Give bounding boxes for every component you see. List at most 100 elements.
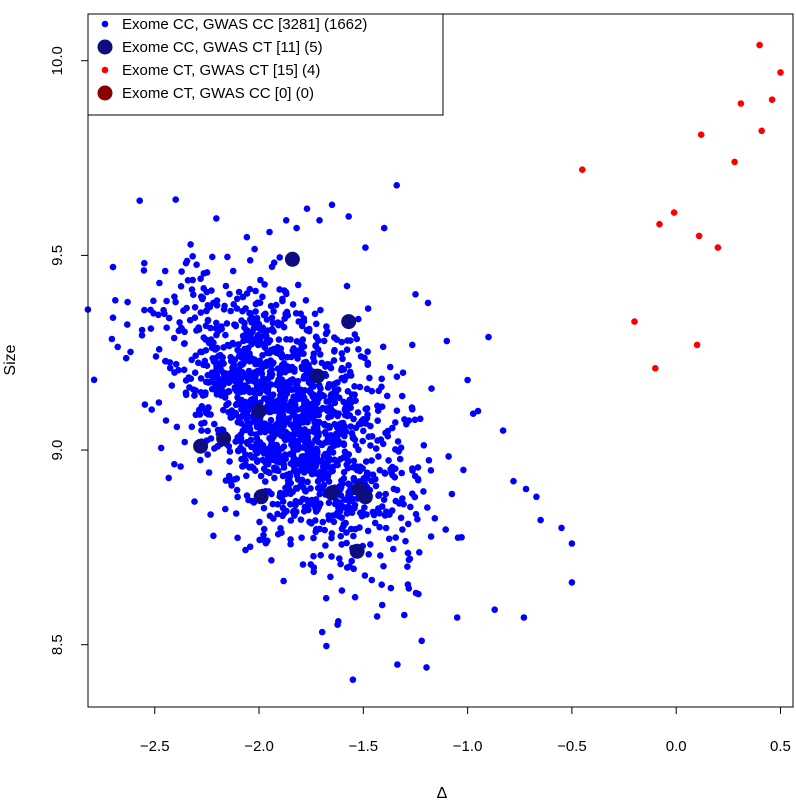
data-point-series-0 <box>322 542 329 549</box>
data-point-series-2 <box>777 69 784 76</box>
data-point-series-0 <box>343 564 351 571</box>
data-point-series-0 <box>338 364 346 372</box>
data-point-series-0 <box>141 306 148 314</box>
data-point-series-0 <box>201 357 209 365</box>
data-point-series-0 <box>307 485 314 492</box>
data-point-series-0 <box>231 384 239 391</box>
data-point-series-0 <box>292 442 299 450</box>
data-point-series-0 <box>220 344 227 351</box>
data-point-series-0 <box>342 373 350 380</box>
data-point-series-0 <box>411 493 419 501</box>
data-point-series-0 <box>460 466 467 474</box>
data-point-series-0 <box>338 587 346 594</box>
data-point-series-2 <box>758 127 765 135</box>
data-point-series-0 <box>297 516 305 523</box>
data-point-series-0 <box>365 551 373 558</box>
data-point-series-0 <box>239 463 246 470</box>
data-point-series-0 <box>336 555 343 562</box>
data-point-series-0 <box>193 261 200 269</box>
data-point-series-0 <box>325 499 333 507</box>
data-point-series-0 <box>332 511 340 519</box>
data-point-series-0 <box>322 363 329 370</box>
data-point-series-0 <box>283 308 291 316</box>
data-point-series-0 <box>364 348 372 356</box>
data-point-series-0 <box>269 326 276 334</box>
data-point-series-0 <box>166 364 174 372</box>
data-point-series-0 <box>234 493 241 501</box>
data-point-series-0 <box>363 472 370 480</box>
data-point-series-0 <box>253 457 261 464</box>
data-point-series-0 <box>343 282 351 290</box>
data-point-series-0 <box>243 327 250 335</box>
data-point-series-0 <box>262 310 269 318</box>
data-point-series-0 <box>275 321 282 329</box>
data-point-series-0 <box>344 337 351 344</box>
data-point-series-0 <box>357 353 365 360</box>
data-point-series-0 <box>382 490 390 498</box>
data-point-series-0 <box>297 461 304 469</box>
data-point-series-0 <box>270 259 278 267</box>
data-point-series-0 <box>312 502 319 509</box>
data-point-series-0 <box>262 478 269 485</box>
data-point-series-0 <box>279 297 286 305</box>
data-point-series-0 <box>533 493 540 501</box>
data-point-series-0 <box>350 532 357 540</box>
data-point-series-0 <box>219 358 226 366</box>
data-point-series-0 <box>360 416 367 423</box>
data-point-series-0 <box>330 395 338 403</box>
data-point-series-1 <box>309 368 325 384</box>
data-point-series-0 <box>352 442 360 449</box>
data-point-series-0 <box>225 400 232 407</box>
data-point-series-0 <box>269 319 277 327</box>
data-point-series-0 <box>281 401 289 409</box>
data-point-series-0 <box>109 314 117 322</box>
data-point-series-0 <box>363 511 370 518</box>
data-point-series-0 <box>376 523 383 531</box>
data-point-series-0 <box>310 552 317 560</box>
data-point-series-0 <box>424 299 432 307</box>
data-point-series-0 <box>213 319 220 327</box>
data-point-series-0 <box>269 431 277 439</box>
data-point-series-0 <box>372 445 380 452</box>
data-point-series-0 <box>200 334 208 341</box>
data-point-series-0 <box>393 407 401 415</box>
data-point-series-0 <box>252 287 259 295</box>
data-point-series-0 <box>256 340 263 348</box>
data-point-series-0 <box>282 217 290 224</box>
data-point-series-0 <box>247 396 255 404</box>
data-point-series-0 <box>324 474 332 481</box>
data-point-series-0 <box>204 451 211 458</box>
data-point-series-0 <box>337 425 344 432</box>
data-point-series-0 <box>281 451 289 459</box>
data-point-series-0 <box>278 425 285 433</box>
data-point-series-0 <box>307 561 315 568</box>
data-point-series-0 <box>400 500 407 508</box>
data-point-series-0 <box>299 561 307 568</box>
data-point-series-0 <box>108 335 116 343</box>
data-point-series-0 <box>244 440 251 448</box>
data-point-series-0 <box>425 457 433 464</box>
data-point-series-0 <box>292 380 300 388</box>
data-point-series-0 <box>268 373 275 380</box>
data-point-series-0 <box>124 321 131 328</box>
data-point-series-0 <box>109 263 117 271</box>
data-point-series-0 <box>262 539 270 547</box>
data-point-series-0 <box>399 369 407 377</box>
data-point-series-0 <box>266 469 273 477</box>
data-point-series-0 <box>230 340 237 348</box>
data-point-series-0 <box>396 455 404 463</box>
data-point-series-2 <box>631 318 638 325</box>
points-layer <box>84 41 784 683</box>
data-point-series-0 <box>404 563 411 570</box>
data-point-series-0 <box>171 293 178 301</box>
data-point-series-0 <box>234 418 242 426</box>
data-point-series-0 <box>319 518 327 526</box>
data-point-series-0 <box>202 347 210 354</box>
data-point-series-0 <box>303 205 311 212</box>
data-point-series-0 <box>328 530 336 537</box>
data-point-series-0 <box>217 384 225 392</box>
x-tick-label: −1.5 <box>349 738 379 755</box>
data-point-series-0 <box>198 427 205 434</box>
data-point-series-0 <box>364 305 372 312</box>
data-point-series-0 <box>310 534 317 542</box>
